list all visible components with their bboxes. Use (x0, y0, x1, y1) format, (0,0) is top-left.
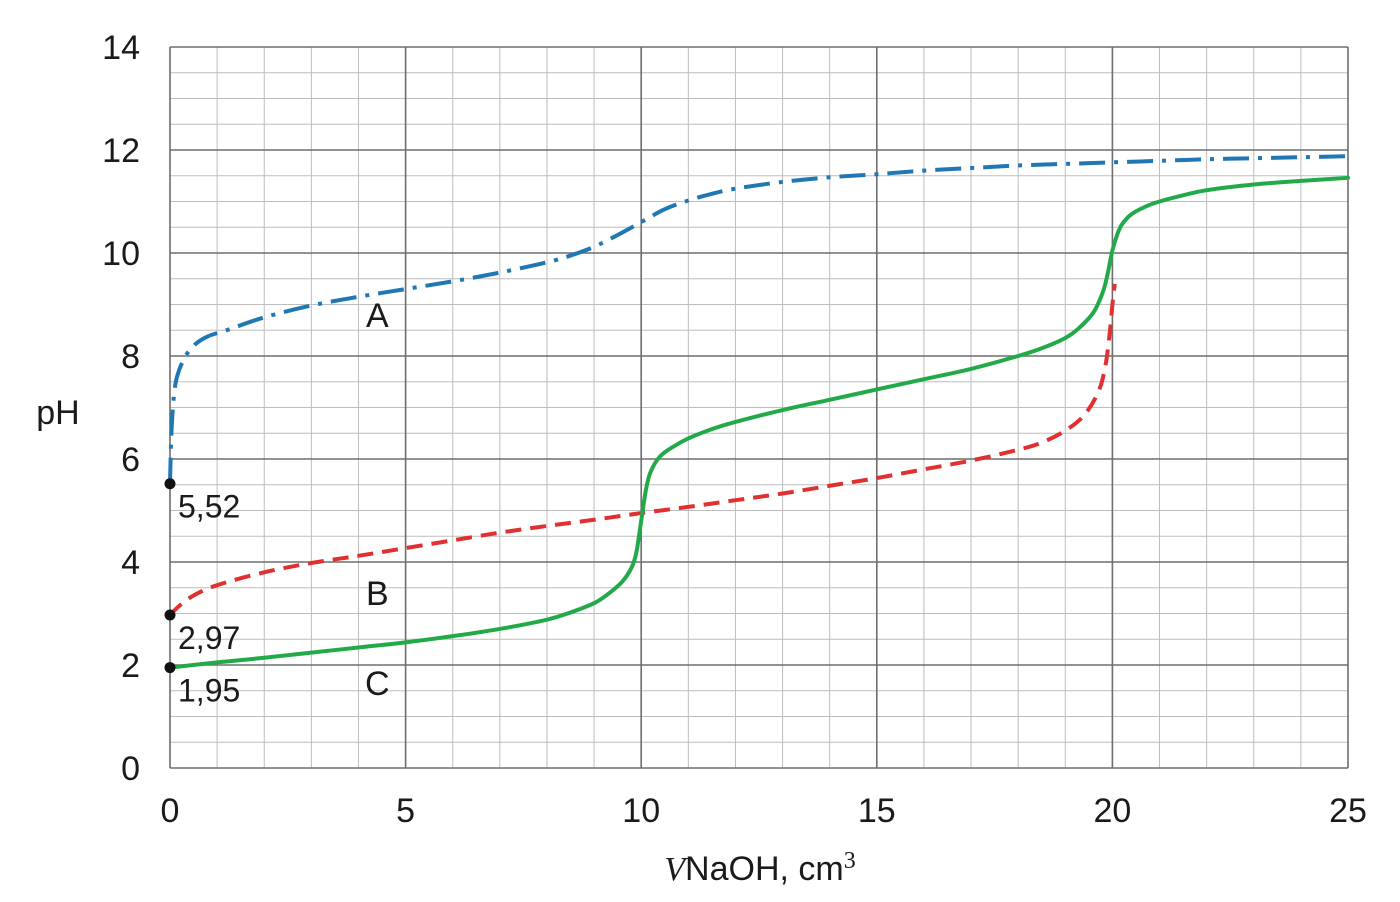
x-axis-label-text: NaOH, cm (685, 850, 844, 888)
initial-point-label: 2,97 (178, 620, 240, 656)
y-tick-label: 14 (102, 29, 140, 67)
x-tick-label: 5 (396, 792, 415, 830)
initial-point-marker (164, 609, 176, 621)
initial-points: 5,52 2,97 1,95 (164, 478, 240, 709)
series-C-line (168, 175, 1350, 670)
initial-point-marker (164, 662, 176, 674)
series-A-line (168, 154, 1349, 484)
y-axis-label: pH (36, 394, 79, 432)
y-tick-label: 12 (102, 132, 140, 170)
x-tick-label: 25 (1329, 792, 1367, 830)
curve-label-C: C (365, 665, 390, 703)
initial-point-marker (164, 478, 176, 490)
y-tick-label: 6 (121, 441, 140, 479)
x-tick-label: 20 (1093, 792, 1131, 830)
x-tick-label: 0 (161, 792, 180, 830)
x-axis-label-sup: 3 (844, 848, 856, 874)
y-tick-label: 2 (121, 647, 140, 685)
x-tick-label: 15 (858, 792, 896, 830)
x-tick-label: 10 (622, 792, 660, 830)
series-layer (168, 154, 1350, 670)
y-tick-label: 0 (121, 750, 140, 788)
series-B-line (168, 283, 1117, 617)
grid-major (169, 46, 1349, 769)
y-tick-label: 4 (121, 544, 140, 582)
initial-point-label: 1,95 (178, 673, 240, 709)
curve-label-A: A (366, 297, 389, 335)
x-axis-label: VNaOH, cm3 (664, 848, 855, 888)
tick-labels: 0 5 10 15 20 25 0 2 4 6 8 10 12 14 (102, 29, 1367, 830)
grid-minor (169, 46, 1349, 769)
y-tick-label: 8 (121, 338, 140, 376)
curve-labels: A B C (365, 297, 390, 703)
y-tick-label: 10 (102, 235, 140, 273)
curve-label-B: B (366, 575, 389, 613)
initial-point-label: 5,52 (178, 489, 240, 525)
